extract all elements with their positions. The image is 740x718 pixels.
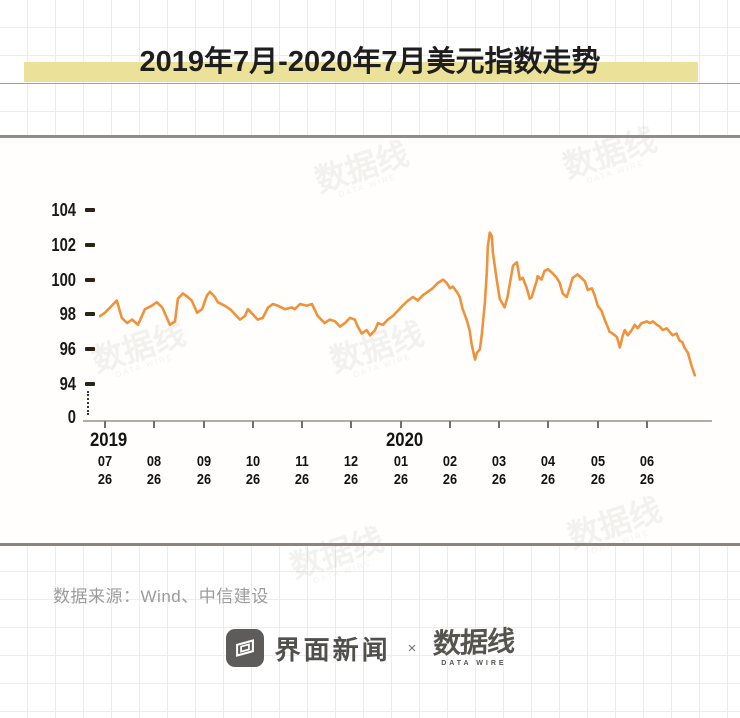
x-axis-month-label: 07 xyxy=(97,453,113,470)
x-axis-tick xyxy=(104,421,106,428)
x-axis-month-label: 02 xyxy=(442,453,457,470)
x-axis-day-label: 26 xyxy=(147,471,162,488)
data-source-label: 数据来源：Wind、中信建设 xyxy=(53,587,269,606)
x-axis-month-label: 04 xyxy=(541,453,556,470)
y-axis-tick xyxy=(85,208,95,212)
x-axis-month-label: 08 xyxy=(147,453,162,470)
axis-break-dotted-line xyxy=(87,391,89,415)
x-axis-month-label: 11 xyxy=(295,453,309,470)
datawire-logo: 数据线 DATA WIRE xyxy=(432,625,516,667)
x-axis-month-label: 12 xyxy=(344,453,359,470)
y-axis-label: 96 xyxy=(59,339,76,360)
x-axis-tick xyxy=(399,421,402,428)
x-axis-tick xyxy=(153,421,156,428)
x-axis-month-label: 10 xyxy=(245,453,260,470)
y-axis-tick xyxy=(85,312,95,317)
x-axis-day-label: 26 xyxy=(344,471,359,488)
x-axis-tick xyxy=(498,421,501,428)
separator-line xyxy=(0,543,740,546)
x-axis-day-label: 26 xyxy=(196,471,211,488)
brand-row: 界面新闻 × 数据线 DATA WIRE xyxy=(0,625,740,667)
x-axis-year-label: 2020 xyxy=(385,430,423,451)
title-highlight-bar xyxy=(24,62,698,82)
x-axis-month-label: 01 xyxy=(393,453,408,470)
y-axis-tick xyxy=(85,242,95,247)
x-axis-year-label: 2019 xyxy=(90,430,128,451)
x-axis-month-label: 03 xyxy=(492,453,507,470)
y-axis-tick xyxy=(85,277,95,282)
separator-line xyxy=(0,135,740,138)
footer-section xyxy=(0,544,740,718)
y-axis-tick xyxy=(85,347,95,352)
y-axis-label: 98 xyxy=(59,304,76,325)
x-axis-day-label: 26 xyxy=(442,471,457,488)
y-axis-label: 102 xyxy=(51,234,76,255)
jiemian-logo-icon xyxy=(225,629,264,667)
y-axis-label: 100 xyxy=(51,269,76,290)
x-axis-day-label: 26 xyxy=(541,471,556,488)
y-axis-zero-label: 0 xyxy=(67,407,76,427)
x-axis-tick xyxy=(645,421,648,428)
x-axis-day-label: 26 xyxy=(245,471,260,488)
y-axis-label: 104 xyxy=(51,200,76,220)
datawire-logo-text: 数据线 xyxy=(432,625,516,660)
datawire-logo-subtext: DATA WIRE xyxy=(441,660,507,667)
x-axis-tick xyxy=(547,421,550,428)
x-axis-day-label: 26 xyxy=(97,471,113,488)
x-axis-month-label: 05 xyxy=(590,453,605,470)
x-axis-day-label: 26 xyxy=(393,471,408,488)
x-axis-tick xyxy=(596,421,599,428)
y-axis-tick xyxy=(85,382,95,386)
x-axis-month-label: 06 xyxy=(639,453,655,470)
x-axis-tick xyxy=(301,421,304,428)
cross-icon: × xyxy=(407,639,417,657)
x-axis-day-label: 26 xyxy=(294,471,310,488)
x-axis-tick xyxy=(448,421,451,428)
x-axis-day-label: 26 xyxy=(639,471,655,488)
x-axis-tick xyxy=(202,421,205,428)
separator-line xyxy=(0,83,740,84)
jiemian-glyph-icon xyxy=(235,639,254,657)
x-axis-line xyxy=(83,420,712,422)
x-axis-day-label: 26 xyxy=(492,471,507,488)
jiemian-logo-text: 界面新闻 xyxy=(274,634,391,665)
x-axis-tick xyxy=(350,421,353,428)
page-title: 2019年7月-2020年7月美元指数走势 xyxy=(139,46,601,78)
x-axis-tick xyxy=(251,421,254,428)
x-axis-day-label: 26 xyxy=(590,471,605,488)
x-axis-month-label: 09 xyxy=(196,453,211,470)
y-axis-label: 94 xyxy=(59,374,76,394)
